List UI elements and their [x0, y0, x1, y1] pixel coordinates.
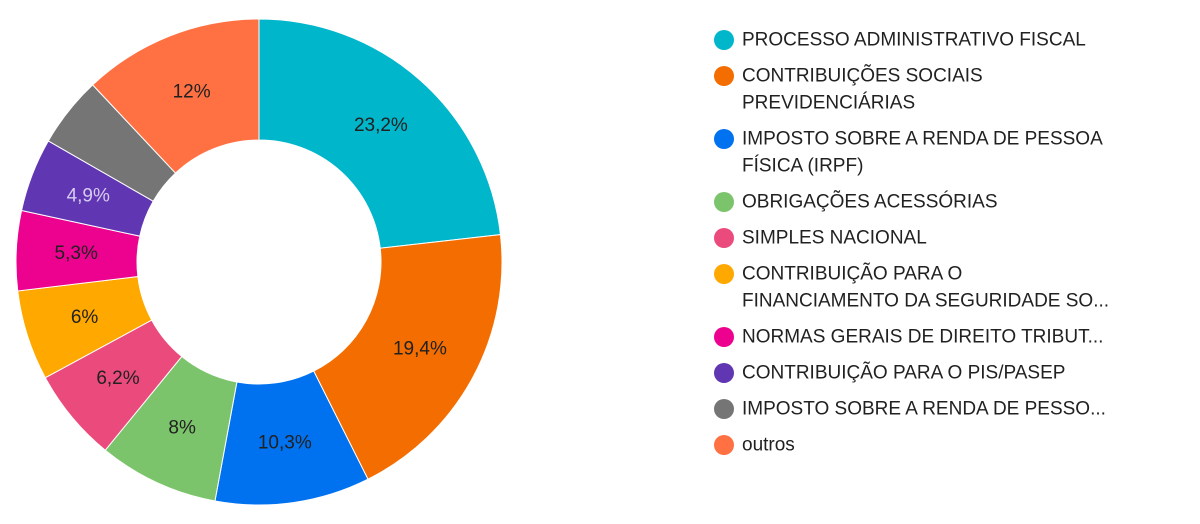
donut-slices — [15, 18, 503, 506]
legend-label: outros — [742, 435, 795, 456]
slice-contribuicoes-sociais-previdenciarias[interactable] — [313, 234, 503, 480]
slice-outros[interactable] — [91, 18, 260, 174]
slice-value-label: 5,3% — [55, 243, 98, 264]
legend-label: CONTRIBUIÇÃO PARA O PIS/PASEP — [742, 362, 1065, 384]
legend-item-processo-administrativo-fiscal[interactable]: PROCESSO ADMINISTRATIVO FISCAL — [714, 30, 1086, 51]
legend-item-obrigacoes-acessorias[interactable]: OBRIGAÇÕES ACESSÓRIAS — [714, 191, 998, 213]
legend-swatch — [714, 363, 734, 383]
legend-item-contribuicao-para-o-financiamento-da-seguridade-so[interactable]: CONTRIBUIÇÃO PARA O FINANCIAMENTO DA SEGU… — [714, 263, 1109, 312]
legend-item-contribuicoes-sociais-previdenciarias[interactable]: CONTRIBUIÇÕES SOCIAIS PREVIDENCIÁRIAS — [714, 65, 983, 114]
legend-label: IMPOSTO SOBRE A RENDA DE PESSO... — [742, 399, 1106, 420]
legend-swatch — [714, 66, 734, 86]
legend-item-imposto-sobre-a-renda-de-pessoa-fisica-irpf[interactable]: IMPOSTO SOBRE A RENDA DE PESSOA FÍSICA (I… — [714, 129, 1103, 177]
legend-label: CONTRIBUIÇÕES SOCIAIS — [742, 65, 983, 87]
legend-label: PROCESSO ADMINISTRATIVO FISCAL — [742, 30, 1086, 51]
legend-item-simples-nacional[interactable]: SIMPLES NACIONAL — [714, 228, 927, 249]
legend-swatch — [714, 264, 734, 284]
slice-value-label: 6% — [71, 307, 99, 328]
slice-value-label: 23,2% — [354, 115, 408, 136]
legend-swatch — [714, 228, 734, 248]
slice-value-label: 19,4% — [393, 339, 447, 360]
legend-label: OBRIGAÇÕES ACESSÓRIAS — [742, 191, 998, 213]
legend-swatch — [714, 435, 734, 455]
legend-item-contribuicao-para-o-pis-pasep[interactable]: CONTRIBUIÇÃO PARA O PIS/PASEP — [714, 362, 1065, 384]
legend-label: IMPOSTO SOBRE A RENDA DE PESSOA — [742, 129, 1103, 150]
legend: PROCESSO ADMINISTRATIVO FISCAL CONTRIBUIÇ… — [714, 30, 1109, 456]
legend-swatch — [714, 30, 734, 50]
slice-labels: 23,2% 19,4% 10,3% 8% 6,2% 6% 5,3% 4,9% 12% — [55, 81, 447, 453]
legend-label: SIMPLES NACIONAL — [742, 228, 927, 249]
slice-value-label: 6,2% — [96, 368, 139, 389]
slice-value-label: 4,9% — [67, 186, 110, 207]
legend-swatch — [714, 129, 734, 149]
legend-swatch — [714, 399, 734, 419]
slice-value-label: 10,3% — [258, 433, 312, 454]
legend-label: CONTRIBUIÇÃO PARA O — [742, 263, 962, 285]
legend-item-normas-gerais-de-direito-tribut[interactable]: NORMAS GERAIS DE DIREITO TRIBUT... — [714, 327, 1103, 348]
legend-item-outros[interactable]: outros — [714, 435, 795, 456]
legend-swatch — [714, 192, 734, 212]
legend-label: NORMAS GERAIS DE DIREITO TRIBUT... — [742, 327, 1103, 348]
legend-item-imposto-sobre-a-renda-de-pesso[interactable]: IMPOSTO SOBRE A RENDA DE PESSO... — [714, 399, 1106, 420]
slice-value-label: 8% — [168, 418, 196, 439]
legend-label: PREVIDENCIÁRIAS — [742, 93, 915, 114]
legend-swatch — [714, 327, 734, 347]
legend-label: FÍSICA (IRPF) — [742, 156, 863, 177]
slice-processo-administrativo-fiscal[interactable] — [258, 18, 502, 249]
legend-label: FINANCIAMENTO DA SEGURIDADE SO... — [742, 291, 1109, 312]
slice-value-label: 12% — [173, 81, 211, 102]
